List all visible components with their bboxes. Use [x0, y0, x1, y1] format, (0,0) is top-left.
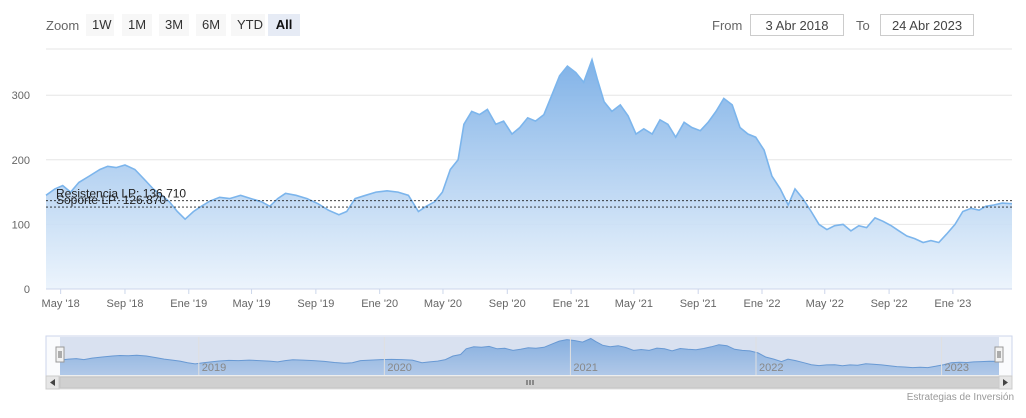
arrow-left-icon: [50, 379, 55, 386]
plot-line-label: Soporte LP: 126.870: [56, 193, 166, 207]
x-tick-label: May '18: [42, 298, 80, 310]
zoom-label: Zoom: [46, 18, 80, 33]
zoom-button-1m[interactable]: 1M: [122, 14, 152, 36]
navigator-handle-right[interactable]: [994, 346, 1004, 363]
x-tick-label: Sep '18: [106, 298, 143, 310]
x-axis-labels: May '18 Sep '18 Ene '19 May '19 Sep '19 Ene '…: [42, 289, 971, 310]
from-date-input[interactable]: [750, 14, 844, 36]
navigator-year-label: 2022: [759, 362, 783, 374]
credits: Estrategias de Inversión: [906, 392, 1014, 403]
price-series: [45, 57, 1013, 290]
x-tick-label: May '21: [615, 298, 653, 310]
navigator-year-label: 2020: [387, 362, 411, 374]
y-axis-labels: 0 100 200 300: [12, 90, 30, 296]
y-tick-label: 200: [12, 155, 30, 167]
x-tick-label: Ene '23: [934, 298, 971, 310]
range-selector: Zoom 1W 1M 3M 6M YTD All From To: [0, 0, 1026, 46]
zoom-button-3m[interactable]: 3M: [159, 14, 189, 36]
x-tick-label: Sep '20: [489, 298, 526, 310]
navigator-line: [59, 337, 1000, 369]
navigator-selection[interactable]: [60, 337, 999, 375]
x-tick-label: May '20: [424, 298, 462, 310]
x-tick-label: May '19: [232, 298, 270, 310]
x-tick-label: Ene '22: [744, 298, 781, 310]
navigator-year-label: 2019: [202, 362, 226, 374]
navigator-year-label: 2023: [945, 362, 969, 374]
from-label: From: [712, 18, 743, 33]
x-tick-label: Sep '19: [297, 298, 334, 310]
zoom-button-6m[interactable]: 6M: [196, 14, 226, 36]
zoom-button-ytd[interactable]: YTD: [231, 14, 265, 36]
to-label: To: [856, 18, 870, 33]
y-tick-label: 300: [12, 90, 30, 102]
x-tick-label: Sep '21: [680, 298, 717, 310]
zoom-button-1w[interactable]: 1W: [86, 14, 114, 36]
navigator-handle-left[interactable]: [55, 346, 65, 363]
x-tick-label: Ene '21: [553, 298, 590, 310]
to-date-input[interactable]: [880, 14, 974, 36]
arrow-right-icon: [1003, 379, 1008, 386]
y-tick-label: 0: [24, 284, 30, 296]
x-tick-label: Ene '19: [170, 298, 207, 310]
x-tick-label: Sep '22: [871, 298, 908, 310]
x-tick-label: Ene '20: [361, 298, 398, 310]
zoom-button-all[interactable]: All: [268, 14, 300, 36]
x-tick-label: May '22: [806, 298, 844, 310]
y-tick-label: 100: [12, 219, 30, 231]
plot-line-label: Resistencia LP: 136.710: [56, 187, 186, 201]
navigator: 2019 2020 2021 2022 2023: [45, 335, 1013, 390]
navigator-area: [60, 338, 999, 375]
price-area: [46, 59, 1012, 290]
navigator-year-label: 2021: [573, 362, 597, 374]
